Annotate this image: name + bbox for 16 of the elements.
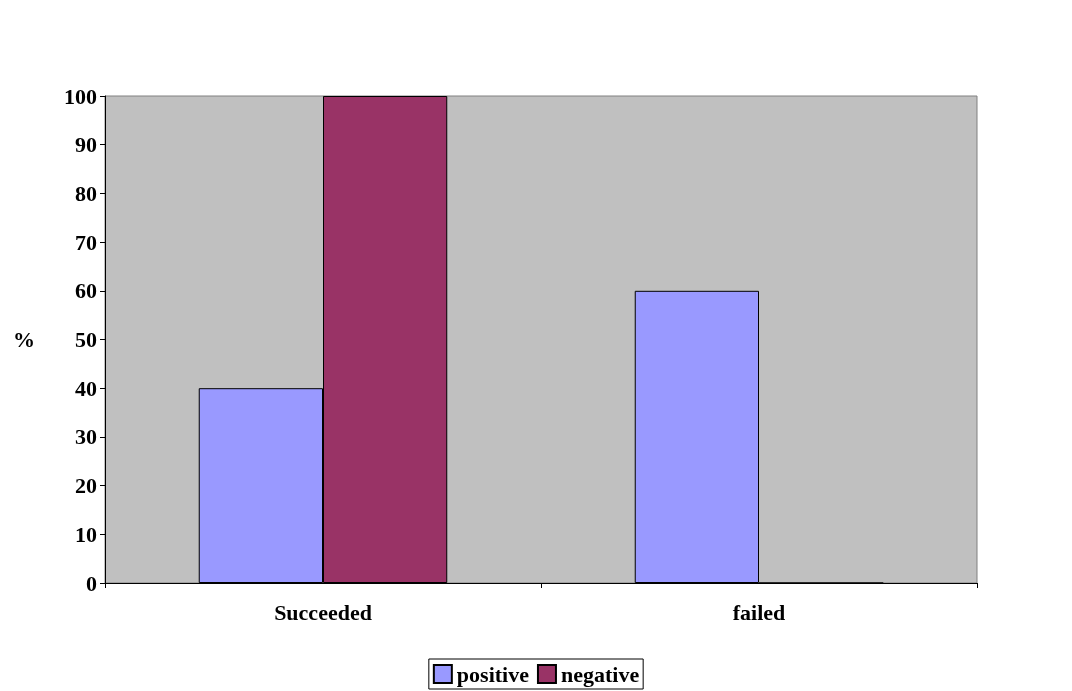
y-tick-label: 30 (75, 424, 97, 450)
legend-label: negative (560, 661, 640, 687)
y-tick-label: 90 (75, 132, 97, 158)
y-tick-label: 70 (75, 229, 97, 255)
y-tick-label: 100 (64, 83, 97, 109)
y-tick-label: 10 (75, 521, 97, 547)
y-tick-label: 80 (75, 180, 97, 206)
y-tick-label: 20 (75, 473, 97, 499)
y-tick-label: 0 (86, 570, 97, 596)
y-axis-title: % (13, 327, 35, 352)
x-tick-label: failed (732, 599, 786, 625)
y-tick-label: 50 (75, 327, 97, 352)
y-tick-label: 40 (75, 375, 97, 401)
x-tick-label: Succeeded (274, 599, 372, 625)
y-tick-label: 60 (75, 278, 97, 304)
legend-label: positive (456, 661, 530, 687)
